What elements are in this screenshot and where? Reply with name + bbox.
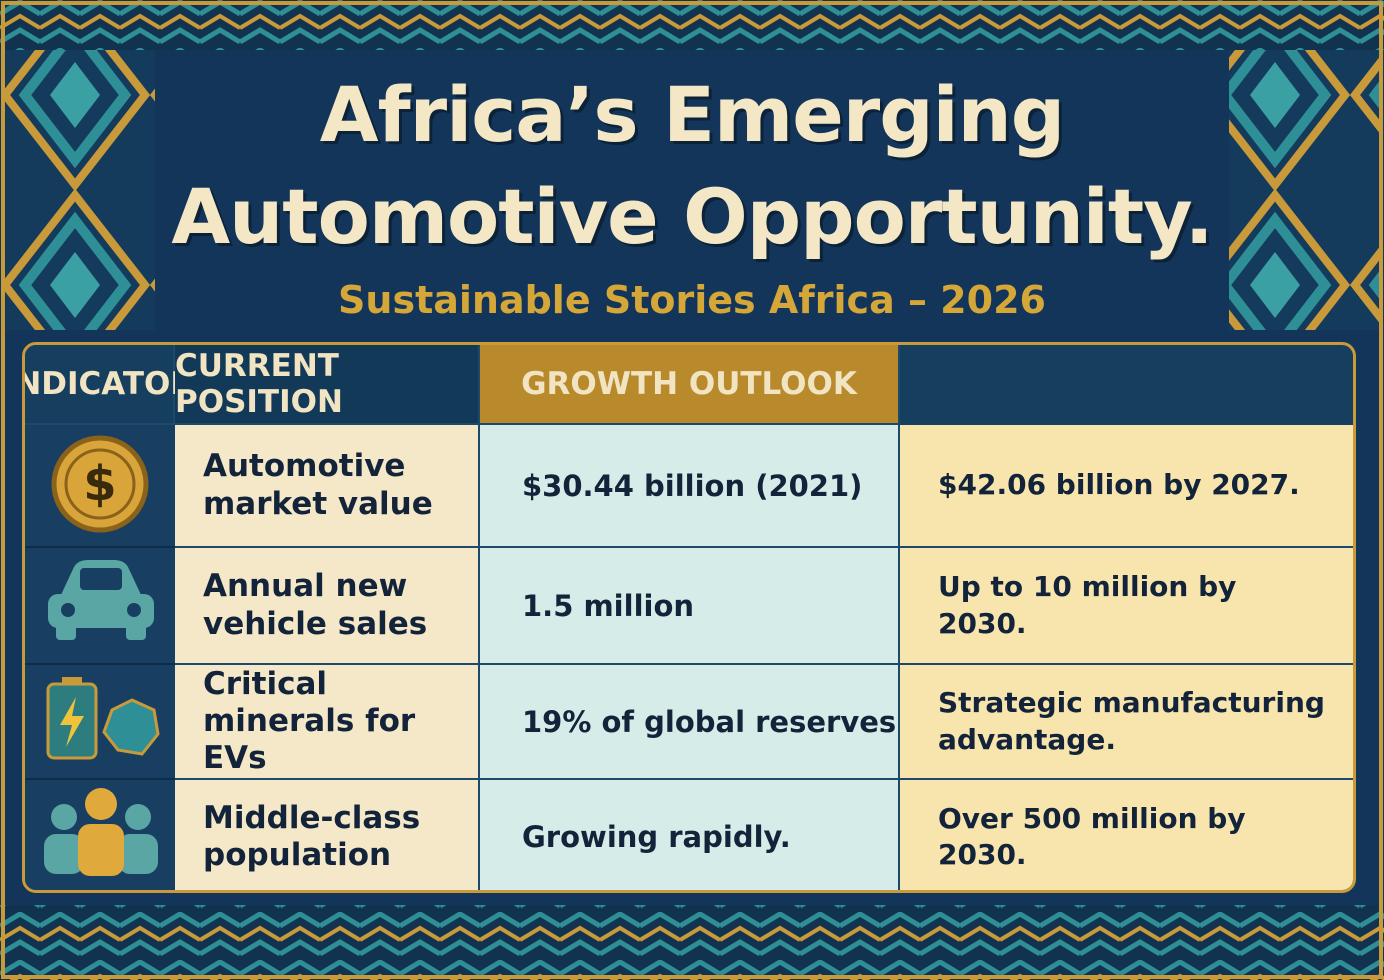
- svg-text:$: $: [83, 456, 116, 512]
- column-header: CURRENT POSITION: [175, 345, 480, 425]
- title-line: Africa’s Emerging: [319, 70, 1065, 159]
- indicator-cell: Annual new vehicle sales: [175, 548, 480, 665]
- table: INDICATOR CURRENT POSITION GROWTH OUTLOOK A…: [22, 342, 1356, 893]
- battery-mineral-icon: [46, 677, 160, 760]
- outlook-cell: Up to 10 million by 2030.: [900, 548, 1353, 665]
- row-icons: $: [44, 435, 160, 876]
- outlook-cell: Strategic manufacturing advantage.: [900, 665, 1353, 780]
- current-cell: 19% of global reserves: [480, 665, 900, 780]
- people-icon: [44, 788, 158, 876]
- indicator-cell: Critical minerals for EVs: [175, 665, 480, 780]
- indicator-cell: Automotive market value: [175, 425, 480, 548]
- column-header: GROWTH OUTLOOK: [480, 345, 900, 425]
- column-header: INDICATOR: [25, 345, 194, 425]
- car-icon: [48, 560, 154, 640]
- dollar-icon: $: [51, 435, 149, 533]
- current-cell: 1.5 million: [480, 548, 900, 665]
- outlook-cell: Over 500 million by 2030.: [900, 780, 1353, 890]
- title-line: Automotive Opportunity.: [171, 172, 1213, 261]
- current-cell: $30.44 billion (2021): [480, 425, 900, 548]
- outlook-cell: $42.06 billion by 2027.: [900, 425, 1353, 548]
- indicator-cell: Middle-class population: [175, 780, 480, 890]
- subtitle: Sustainable Stories Africa – 2026: [338, 278, 1046, 322]
- current-cell: Growing rapidly.: [480, 780, 900, 890]
